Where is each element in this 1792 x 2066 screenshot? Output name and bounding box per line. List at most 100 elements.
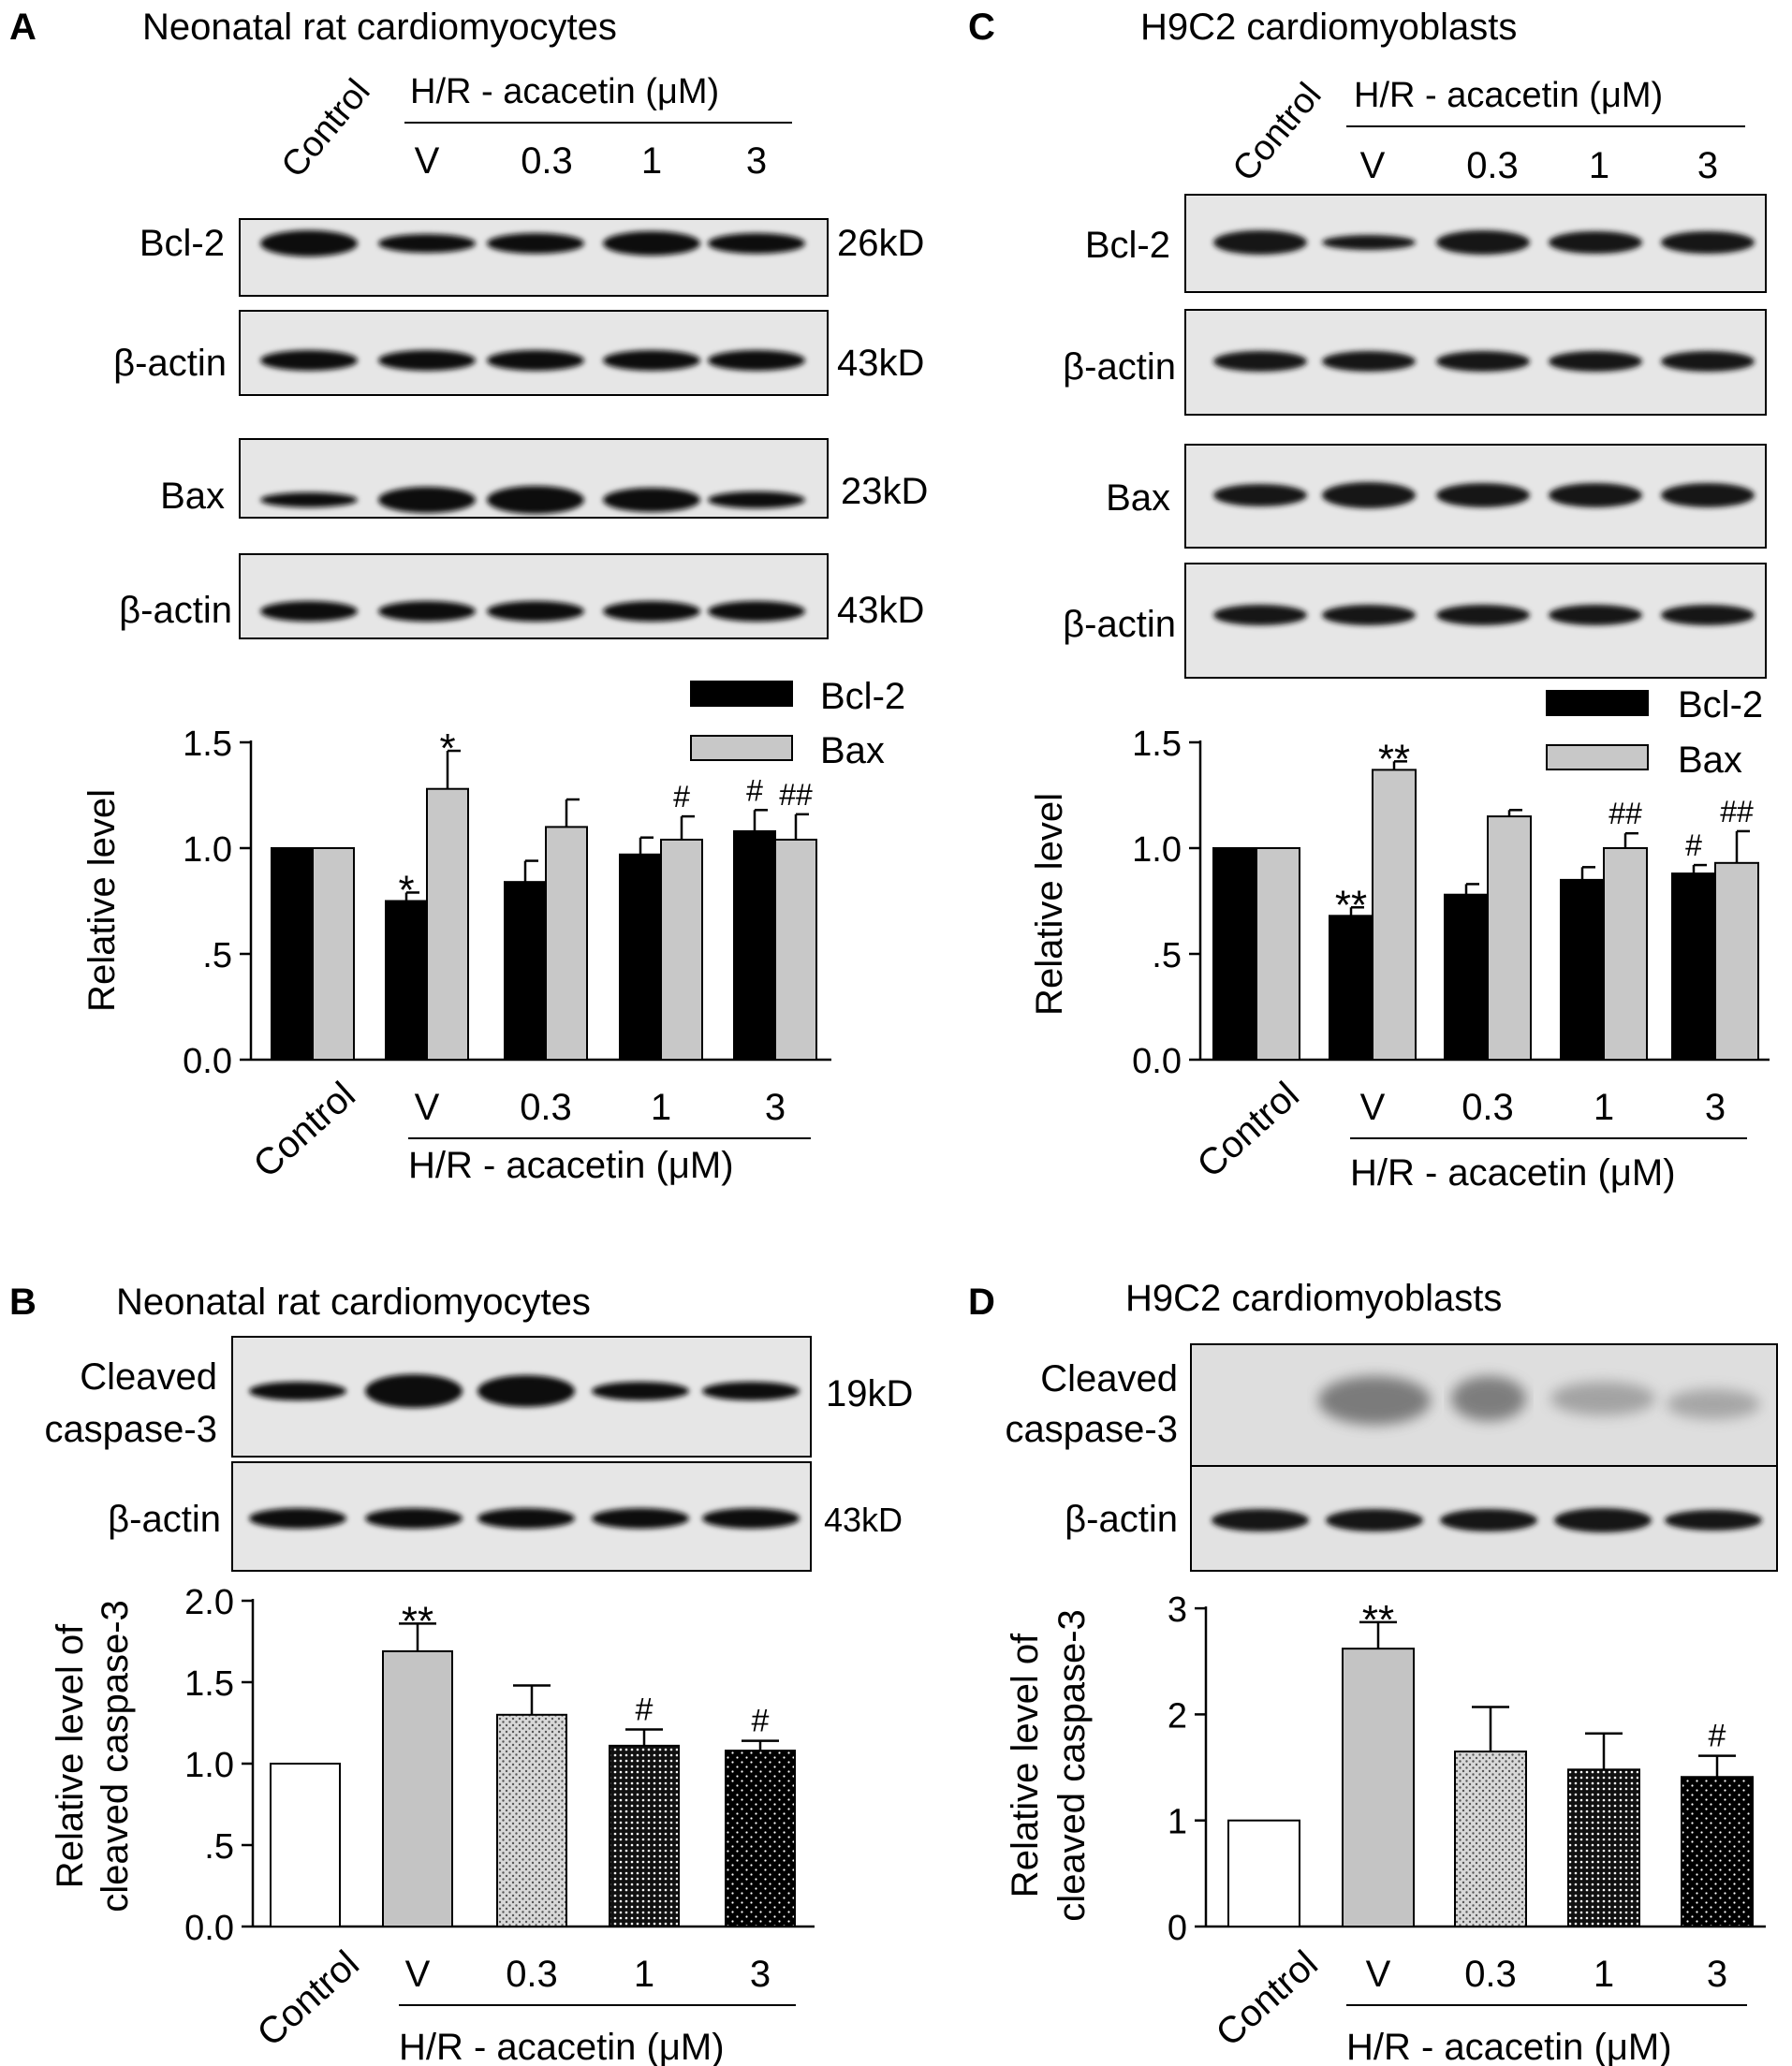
blot-a-band-3-0 [260, 601, 358, 622]
panel-b-letter: B [9, 1282, 37, 1323]
chart-a-sig-1-3: # [673, 780, 690, 813]
chart-c-sig-0-4: # [1685, 828, 1702, 862]
blot-d-band-1-3 [1554, 1508, 1652, 1532]
panel-a-x-group-label: H/R - acacetin (μM) [408, 1145, 734, 1186]
panel-d-blot-label-cleaved: Cleaved [1040, 1358, 1178, 1399]
blot-b-band-1-1 [365, 1508, 463, 1529]
blot-c-band-2-3 [1549, 483, 1642, 507]
blot-c-band-2-2 [1436, 483, 1530, 507]
chart-d-ytick-label-1: 1 [1168, 1803, 1187, 1842]
panel-a-legend-bcl2-label: Bcl-2 [820, 676, 905, 717]
blot-d-band-1-2 [1440, 1509, 1537, 1531]
chart-b-bar-4 [725, 1750, 796, 1927]
panel-c-ylabel: Relative level [1029, 793, 1070, 1016]
chart-d-bar-3 [1567, 1768, 1640, 1928]
panel-a-blot-label-actin1: β-actin [113, 343, 227, 384]
blot-c-band-0-1 [1322, 235, 1416, 250]
chart-d-bar-2 [1454, 1751, 1527, 1928]
chart-b-xlabel-0: Control [250, 1943, 367, 2055]
chart-a-legend-bcl2-swatch [690, 681, 793, 707]
panel-a-title: Neonatal rat cardiomyocytes [142, 7, 617, 48]
chart-d-bar-1 [1342, 1648, 1415, 1928]
panel-c-blot-lane-0-3: 0.3 [1466, 145, 1519, 186]
blot-d-band-1-1 [1326, 1509, 1423, 1531]
blot-c-band-2-1 [1322, 482, 1416, 508]
panel-d-x-group-label: H/R - acacetin (μM) [1346, 2027, 1672, 2066]
blot-a-band-1-0 [260, 350, 358, 371]
chart-a-xlabel-3: 1 [651, 1087, 671, 1128]
chart-c-bar-bcl2-3 [1560, 878, 1605, 1062]
chart-d-sig-1: ** [1362, 1597, 1394, 1643]
chart-d-xlabel-0: Control [1209, 1943, 1326, 2055]
blot-a-band-0-1 [378, 234, 476, 253]
chart-d-xlabel-2: 0.3 [1464, 1954, 1517, 1995]
blot-b-band-1-2 [477, 1508, 575, 1529]
panel-d-letter: D [968, 1282, 995, 1323]
chart-a-sig-0-1: * [398, 867, 414, 913]
blot-c-band-0-3 [1549, 231, 1642, 254]
blot-a-band-2-0 [260, 492, 358, 507]
chart-c-xlabel-3: 1 [1594, 1087, 1614, 1128]
chart-c-bar-bcl2-0 [1212, 847, 1257, 1061]
panel-d-blot-label-actin: β-actin [1065, 1499, 1178, 1540]
blot-c-band-3-4 [1661, 605, 1755, 625]
blot-b-band-0-4 [702, 1382, 800, 1400]
chart-d-bar-4 [1681, 1776, 1754, 1927]
panel-d: D H9C2 cardiomyoblasts Cleaved caspase-3… [968, 1278, 1778, 2066]
chart-d-ytick-label-3: 3 [1168, 1590, 1187, 1630]
panel-b-title: Neonatal rat cardiomyocytes [116, 1282, 591, 1323]
blot-d-band-1-0 [1212, 1509, 1309, 1531]
panel-c-x-group-label: H/R - acacetin (μM) [1350, 1152, 1676, 1194]
chart-b-ytick-label-4: 2.0 [184, 1583, 234, 1622]
blot-c-band-2-4 [1661, 483, 1755, 507]
chart-a-ytick-label-0: 0.0 [183, 1042, 232, 1081]
panel-a: A Neonatal rat cardiomyocytes Control H/… [9, 7, 928, 1186]
chart-a-ytick-label-1: .5 [202, 936, 232, 975]
blot-d-band-0-1 [1318, 1376, 1431, 1425]
panel-a-blot-size-bax: 23kD [841, 471, 928, 512]
panel-c-title: H9C2 cardiomyoblasts [1140, 7, 1517, 48]
panel-b-blot-label-actin: β-actin [108, 1499, 221, 1540]
blot-c-band-1-0 [1213, 351, 1307, 372]
chart-a-ytick-label-2: 1.0 [183, 830, 232, 870]
panel-b-blot-label-cleaved: Cleaved [80, 1356, 217, 1398]
panel-a-blot-image [239, 218, 829, 639]
panel-a-blot-lane-3: 3 [746, 140, 767, 182]
blot-a-band-0-2 [487, 233, 584, 254]
chart-b-bar-1 [382, 1649, 453, 1927]
chart-a-sig-1-4: ## [779, 778, 813, 812]
panel-a-blot-lane-0-3: 0.3 [521, 140, 573, 182]
panel-d-ylabel-line1: Relative level of [1005, 1633, 1046, 1897]
blot-a-frame-3 [239, 553, 829, 639]
chart-c-xlabel-1: V [1360, 1087, 1386, 1128]
blot-c-band-2-0 [1213, 484, 1307, 506]
blot-b-band-0-0 [249, 1382, 346, 1400]
chart-d-bar-0 [1227, 1819, 1300, 1927]
panel-c-blot-label-actin1: β-actin [1063, 346, 1176, 388]
blot-a-frame-0 [239, 218, 829, 297]
panel-d-chart: Relative level of cleaved caspase-3 H/R … [1005, 1590, 1766, 2066]
chart-c-xlabel-4: 3 [1705, 1087, 1726, 1128]
panel-c-blot-label-bcl2: Bcl-2 [1085, 225, 1170, 266]
panel-c-blot-label-bax: Bax [1106, 477, 1170, 519]
blot-a-band-0-3 [603, 231, 700, 256]
panel-b-x-group-label: H/R - acacetin (μM) [399, 2027, 725, 2066]
blot-a-band-3-1 [378, 601, 476, 622]
blot-c-band-3-0 [1213, 605, 1307, 625]
chart-a-xlabel-4: 3 [765, 1087, 786, 1128]
blot-a-band-1-3 [603, 350, 700, 371]
panel-b-blot-size-actin: 43kD [824, 1501, 903, 1539]
panel-c-blot-lane-3: 3 [1697, 145, 1718, 186]
blot-a-band-0-4 [708, 233, 805, 254]
chart-a-bar-bax-4 [774, 838, 817, 1062]
blot-d-band-0-3 [1550, 1382, 1655, 1415]
blot-a-band-2-4 [708, 491, 805, 508]
chart-d-sig-4: # [1709, 1719, 1726, 1754]
blot-c-band-3-1 [1322, 605, 1416, 625]
panel-a-blot-size-actin1: 43kD [837, 343, 924, 384]
chart-c-xlabel-0: Control [1190, 1075, 1307, 1186]
blot-c-band-0-4 [1661, 231, 1755, 254]
blot-b-band-0-3 [592, 1382, 689, 1400]
panel-a-blot-size-bcl2: 26kD [837, 223, 924, 264]
chart-a-bar-bcl2-2 [504, 881, 547, 1061]
